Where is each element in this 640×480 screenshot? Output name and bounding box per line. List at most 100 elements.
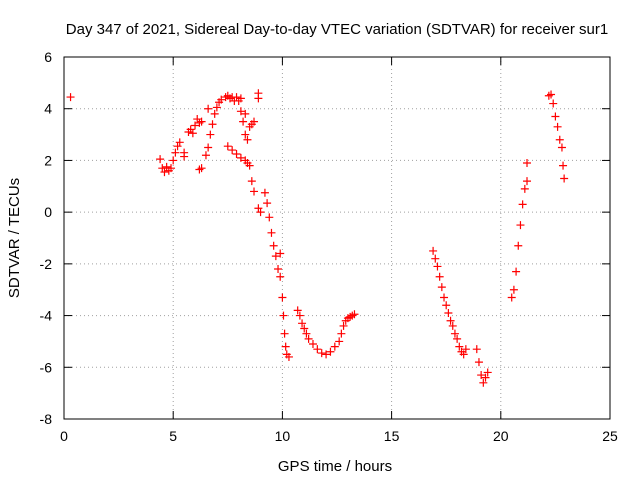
data-point	[180, 148, 189, 157]
data-point	[520, 184, 529, 193]
data-point	[280, 329, 289, 338]
data-point	[167, 164, 176, 173]
data-point	[518, 200, 527, 209]
x-axis-label: GPS time / hours	[278, 458, 392, 475]
data-point	[544, 91, 553, 100]
data-point	[263, 199, 272, 208]
y-tick-label: -2	[40, 256, 53, 272]
data-point	[212, 103, 221, 112]
data-point	[281, 342, 290, 351]
data-point	[300, 324, 309, 333]
data-point	[547, 90, 556, 99]
y-tick-label: -8	[40, 411, 53, 427]
x-tick-label: 20	[493, 428, 509, 444]
data-point	[337, 329, 346, 338]
data-point	[483, 368, 492, 377]
data-point	[173, 142, 182, 151]
data-point	[236, 107, 245, 116]
data-point	[256, 208, 265, 217]
data-point	[509, 285, 518, 294]
data-point	[553, 122, 562, 131]
x-axis-tick-labels: 0 5 10 15 20 25	[60, 428, 618, 444]
data-point	[265, 213, 274, 222]
data-point	[514, 241, 523, 250]
data-point	[204, 143, 213, 152]
data-point	[232, 149, 241, 158]
data-point	[322, 350, 331, 359]
data-point	[191, 121, 200, 130]
data-point	[302, 329, 311, 338]
data-point	[156, 155, 165, 164]
data-point	[435, 272, 444, 281]
data-point	[197, 164, 206, 173]
data-point	[267, 228, 276, 237]
y-tick-label: 0	[44, 204, 52, 220]
data-point	[440, 293, 449, 302]
data-point	[479, 378, 488, 387]
data-point	[217, 95, 226, 104]
axis-ticks	[63, 56, 611, 420]
data-point	[223, 142, 232, 151]
grid	[64, 57, 610, 419]
data-point	[523, 177, 532, 186]
data-point	[450, 329, 459, 338]
data-point	[260, 188, 269, 197]
data-point	[437, 283, 446, 292]
data-point	[236, 94, 245, 103]
data-point	[175, 138, 184, 147]
data-point	[317, 349, 326, 358]
data-point	[442, 301, 451, 310]
data-point	[516, 221, 525, 230]
data-point	[559, 161, 568, 170]
data-points	[66, 89, 569, 387]
data-point	[446, 316, 455, 325]
data-point	[429, 246, 438, 255]
data-point	[232, 93, 241, 102]
y-axis-tick-labels: -8 -6 -4 -2 0 2 4 6	[40, 49, 53, 427]
data-point	[507, 293, 516, 302]
data-point	[477, 371, 486, 380]
data-point	[557, 143, 566, 152]
data-point	[188, 129, 197, 138]
data-point	[269, 241, 278, 250]
data-point	[433, 262, 442, 271]
data-point	[278, 293, 287, 302]
data-point	[254, 204, 263, 213]
data-point	[560, 174, 569, 183]
data-point	[204, 104, 213, 113]
data-point	[313, 345, 322, 354]
data-point	[274, 265, 283, 274]
data-point	[551, 112, 560, 121]
data-point	[210, 109, 219, 118]
data-point	[208, 120, 217, 129]
x-tick-label: 5	[169, 428, 177, 444]
data-point	[239, 117, 248, 126]
data-point	[461, 345, 470, 354]
y-tick-label: 6	[44, 49, 52, 65]
data-point	[236, 153, 245, 162]
data-point	[295, 311, 304, 320]
y-tick-label: -4	[40, 308, 53, 324]
y-tick-label: 4	[44, 101, 52, 117]
data-point	[326, 347, 335, 356]
data-point	[448, 321, 457, 330]
x-tick-label: 0	[60, 428, 68, 444]
data-point	[241, 130, 250, 139]
data-point	[276, 272, 285, 281]
data-point	[284, 352, 293, 361]
data-point	[474, 358, 483, 367]
data-point	[350, 310, 359, 319]
y-tick-label: -6	[40, 359, 53, 375]
data-point	[304, 334, 313, 343]
data-point	[241, 109, 250, 118]
data-point	[201, 151, 210, 160]
data-point	[66, 93, 75, 102]
data-point	[254, 89, 263, 98]
data-point	[330, 342, 339, 351]
data-point	[171, 148, 180, 157]
data-point	[549, 99, 558, 108]
x-tick-label: 10	[275, 428, 291, 444]
data-point	[472, 345, 481, 354]
data-point	[481, 373, 490, 382]
